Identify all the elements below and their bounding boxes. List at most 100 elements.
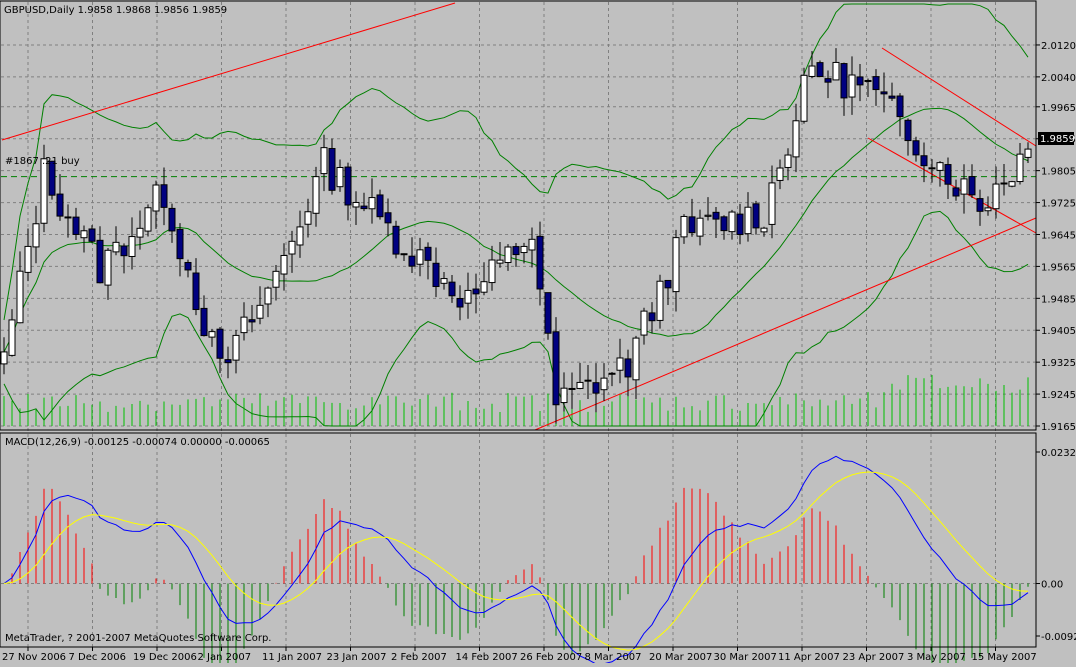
candle[interactable]	[872, 69, 880, 106]
candle[interactable]	[784, 148, 792, 181]
candle[interactable]	[488, 245, 496, 291]
candle[interactable]	[1016, 143, 1024, 185]
candle[interactable]	[848, 56, 856, 115]
candle[interactable]	[976, 189, 984, 226]
candle[interactable]	[824, 70, 832, 99]
candle[interactable]	[120, 243, 128, 274]
candle[interactable]	[168, 203, 176, 243]
candle[interactable]	[552, 317, 560, 424]
candle[interactable]	[736, 203, 744, 245]
candle[interactable]	[80, 225, 88, 253]
candlesticks[interactable]	[0, 48, 1032, 424]
candle[interactable]	[504, 244, 512, 271]
candle[interactable]	[472, 273, 480, 314]
candle[interactable]	[576, 362, 584, 390]
candle[interactable]	[696, 209, 704, 246]
candle[interactable]	[112, 226, 120, 256]
candle[interactable]	[920, 142, 928, 183]
candle[interactable]	[792, 103, 800, 173]
candle[interactable]	[208, 328, 216, 347]
candle[interactable]	[304, 198, 312, 238]
candle[interactable]	[32, 205, 40, 264]
candle[interactable]	[360, 192, 368, 212]
candle[interactable]	[808, 50, 816, 79]
candle[interactable]	[800, 67, 808, 124]
candle[interactable]	[584, 364, 592, 399]
candle[interactable]	[680, 214, 688, 244]
candle[interactable]	[592, 363, 600, 413]
candle[interactable]	[200, 295, 208, 337]
candle[interactable]	[752, 200, 760, 235]
candle[interactable]	[368, 178, 376, 224]
candle[interactable]	[960, 164, 968, 214]
candle[interactable]	[192, 258, 200, 316]
candle[interactable]	[712, 207, 720, 238]
candle[interactable]	[64, 204, 72, 238]
candle[interactable]	[528, 227, 536, 268]
candle[interactable]	[480, 262, 488, 296]
candle[interactable]	[632, 335, 640, 400]
trend-line[interactable]	[867, 137, 1037, 234]
candle[interactable]	[240, 302, 248, 341]
candle[interactable]	[832, 48, 840, 81]
candle[interactable]	[248, 304, 256, 333]
candle[interactable]	[96, 226, 104, 284]
candle[interactable]	[152, 180, 160, 229]
candle[interactable]	[536, 221, 544, 306]
candle[interactable]	[896, 93, 904, 137]
candle[interactable]	[928, 159, 936, 183]
candle[interactable]	[760, 226, 768, 237]
candle[interactable]	[624, 349, 632, 397]
candle[interactable]	[376, 189, 384, 220]
candle[interactable]	[728, 209, 736, 240]
candle[interactable]	[352, 191, 360, 226]
candle[interactable]	[544, 292, 552, 340]
candle[interactable]	[256, 286, 264, 325]
candle[interactable]	[160, 167, 168, 226]
candle[interactable]	[440, 271, 448, 290]
candle[interactable]	[216, 327, 224, 374]
candle[interactable]	[688, 198, 696, 237]
candle[interactable]	[496, 242, 504, 268]
candle[interactable]	[944, 157, 952, 200]
candle[interactable]	[408, 237, 416, 273]
candle[interactable]	[320, 134, 328, 192]
candle[interactable]	[616, 338, 624, 384]
trend-line[interactable]	[881, 47, 1037, 147]
candle[interactable]	[432, 247, 440, 298]
candle[interactable]	[720, 215, 728, 240]
candle[interactable]	[296, 210, 304, 258]
candle[interactable]	[744, 192, 752, 242]
candle[interactable]	[448, 275, 456, 303]
candle[interactable]	[312, 166, 320, 227]
candle[interactable]	[232, 330, 240, 374]
candle[interactable]	[464, 272, 472, 319]
candle[interactable]	[344, 162, 352, 221]
candle[interactable]	[776, 159, 784, 190]
candle[interactable]	[664, 279, 672, 305]
trend-line[interactable]	[1, 2, 456, 141]
candle[interactable]	[24, 228, 32, 282]
candle[interactable]	[768, 165, 776, 239]
candle[interactable]	[176, 223, 184, 277]
candle[interactable]	[840, 62, 848, 116]
candle[interactable]	[88, 225, 96, 244]
candle[interactable]	[336, 159, 344, 192]
candle[interactable]	[1024, 142, 1032, 164]
candle[interactable]	[648, 302, 656, 334]
candle[interactable]	[984, 196, 992, 216]
candle[interactable]	[640, 307, 648, 345]
candle[interactable]	[912, 136, 920, 162]
candle[interactable]	[512, 242, 520, 267]
candle[interactable]	[1000, 164, 1008, 196]
candle[interactable]	[656, 274, 664, 329]
candle[interactable]	[384, 198, 392, 237]
candle[interactable]	[16, 251, 24, 324]
candle[interactable]	[816, 60, 824, 78]
candle[interactable]	[416, 237, 424, 277]
candle[interactable]	[560, 372, 568, 412]
candle[interactable]	[704, 197, 712, 221]
candle[interactable]	[856, 63, 864, 102]
